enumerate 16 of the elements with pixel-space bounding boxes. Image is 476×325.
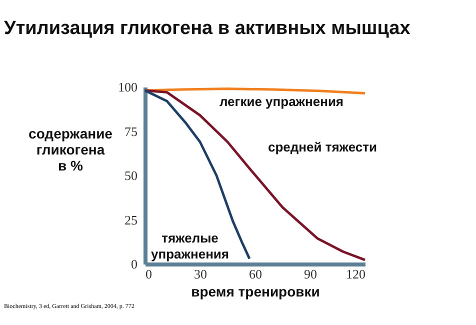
y-axis-title: содержание гликогена в % — [28, 126, 113, 174]
x-tick-label: 120 — [346, 266, 366, 282]
series-label: средней тяжести — [268, 139, 377, 154]
y-tick-label: 0 — [131, 256, 138, 272]
y-tick-label: 100 — [118, 80, 138, 94]
chart-title: Утилизация гликогена в активных мышцах — [4, 18, 410, 40]
y-tick-label: 25 — [124, 212, 138, 228]
x-tick-label: 60 — [249, 266, 262, 282]
y-tick-label: 75 — [124, 124, 138, 139]
series-label: тяжелые упражнения — [151, 230, 229, 262]
y-tick-label: 50 — [124, 168, 138, 183]
series-label: легкие упражнения — [219, 94, 344, 109]
x-tick-label: 90 — [304, 266, 317, 282]
x-tick-label: 30 — [194, 266, 207, 282]
x-axis-title: время тренировки — [191, 284, 320, 300]
x-tick-label: 0 — [146, 266, 152, 282]
